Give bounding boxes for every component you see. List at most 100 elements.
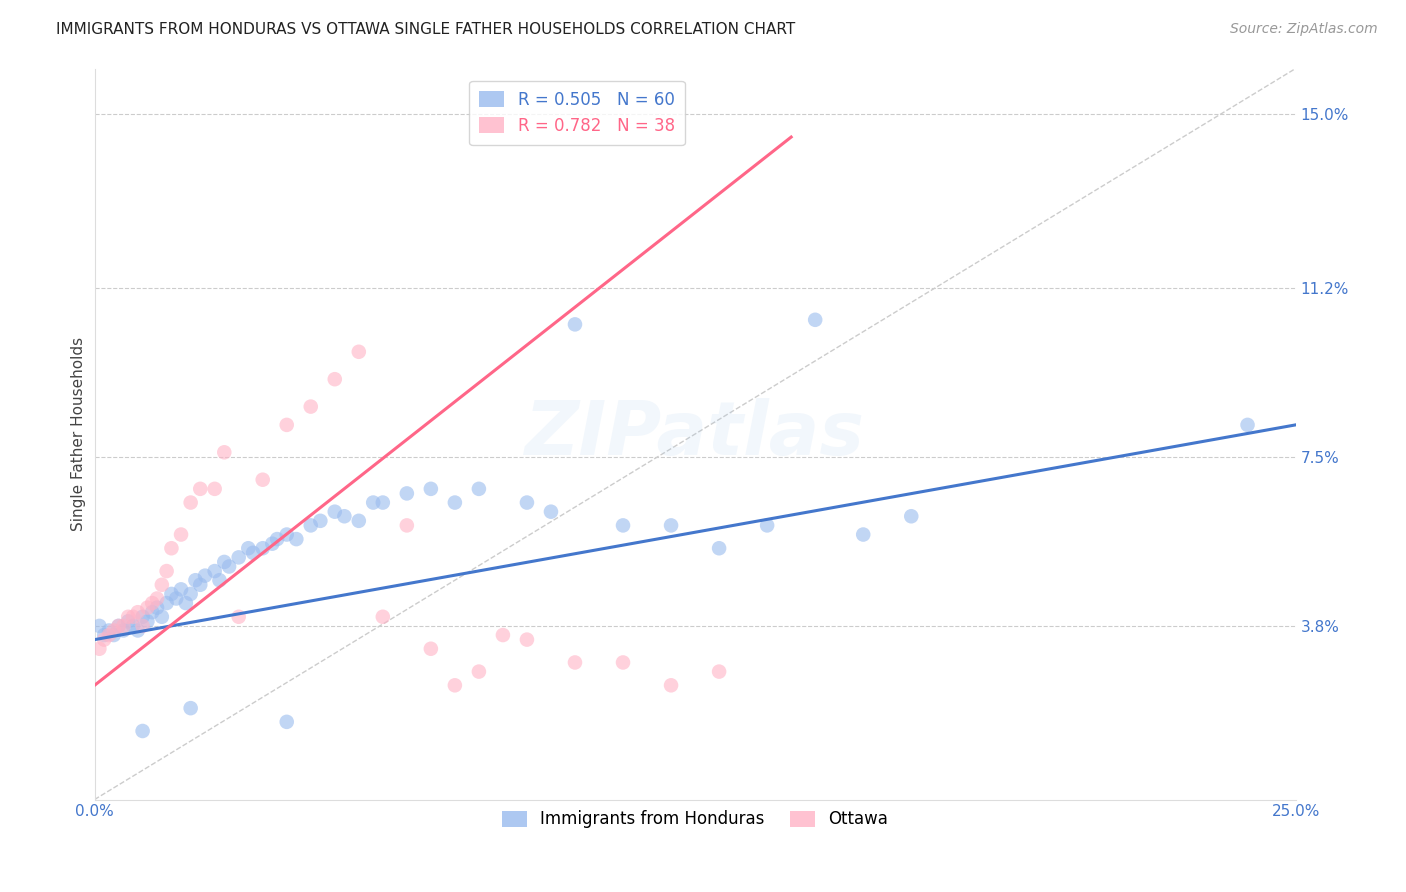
Point <box>214 555 236 569</box>
Point <box>194 568 217 582</box>
Point <box>323 372 346 386</box>
Point <box>323 505 346 519</box>
Point <box>184 573 207 587</box>
Point <box>188 482 211 496</box>
Point <box>127 605 149 619</box>
Point <box>419 482 441 496</box>
Point <box>252 473 274 487</box>
Point <box>160 541 183 556</box>
Point <box>900 509 922 524</box>
Point <box>276 527 298 541</box>
Point <box>371 609 394 624</box>
Point <box>89 619 111 633</box>
Point <box>107 619 129 633</box>
Point <box>218 559 240 574</box>
Text: IMMIGRANTS FROM HONDURAS VS OTTAWA SINGLE FATHER HOUSEHOLDS CORRELATION CHART: IMMIGRANTS FROM HONDURAS VS OTTAWA SINGL… <box>56 22 796 37</box>
Point <box>98 628 121 642</box>
Point <box>659 678 682 692</box>
Point <box>127 624 149 638</box>
Point <box>98 624 121 638</box>
Point <box>266 532 288 546</box>
Point <box>131 609 153 624</box>
Point <box>852 527 875 541</box>
Point <box>361 495 384 509</box>
Point <box>204 482 226 496</box>
Point <box>612 656 634 670</box>
Point <box>238 541 260 556</box>
Point <box>136 615 159 629</box>
Point <box>262 536 284 550</box>
Point <box>103 624 125 638</box>
Point <box>468 482 491 496</box>
Point <box>707 541 730 556</box>
Point <box>112 619 135 633</box>
Point <box>309 514 332 528</box>
Point <box>299 400 322 414</box>
Point <box>146 600 169 615</box>
Point <box>540 505 562 519</box>
Point <box>170 582 193 597</box>
Point <box>180 701 202 715</box>
Point <box>347 514 370 528</box>
Point <box>1236 417 1258 432</box>
Point <box>707 665 730 679</box>
Point <box>107 619 129 633</box>
Point <box>395 518 418 533</box>
Point <box>659 518 682 533</box>
Point <box>93 628 115 642</box>
Point <box>136 600 159 615</box>
Point <box>204 564 226 578</box>
Point <box>188 578 211 592</box>
Legend: Immigrants from Honduras, Ottawa: Immigrants from Honduras, Ottawa <box>495 804 894 835</box>
Point <box>89 641 111 656</box>
Point <box>371 495 394 509</box>
Point <box>299 518 322 533</box>
Point <box>228 609 250 624</box>
Point <box>117 615 139 629</box>
Point <box>468 665 491 679</box>
Point <box>419 641 441 656</box>
Point <box>146 591 169 606</box>
Point <box>252 541 274 556</box>
Point <box>756 518 779 533</box>
Point <box>564 656 586 670</box>
Point <box>170 527 193 541</box>
Point <box>180 587 202 601</box>
Text: Source: ZipAtlas.com: Source: ZipAtlas.com <box>1230 22 1378 37</box>
Point <box>395 486 418 500</box>
Point <box>804 313 827 327</box>
Point <box>112 624 135 638</box>
Point <box>180 495 202 509</box>
Point <box>347 344 370 359</box>
Point <box>564 318 586 332</box>
Point <box>285 532 308 546</box>
Point <box>174 596 197 610</box>
Point <box>276 417 298 432</box>
Point <box>141 605 163 619</box>
Point <box>150 609 173 624</box>
Point <box>117 609 139 624</box>
Point <box>131 619 153 633</box>
Point <box>333 509 356 524</box>
Point <box>492 628 515 642</box>
Point <box>141 596 163 610</box>
Point <box>444 678 467 692</box>
Point <box>165 591 187 606</box>
Point <box>444 495 467 509</box>
Point <box>242 546 264 560</box>
Point <box>612 518 634 533</box>
Point <box>131 723 153 738</box>
Point <box>93 632 115 647</box>
Point <box>516 495 538 509</box>
Point <box>122 619 145 633</box>
Point <box>208 573 231 587</box>
Y-axis label: Single Father Households: Single Father Households <box>72 337 86 531</box>
Point <box>122 609 145 624</box>
Point <box>516 632 538 647</box>
Point <box>276 714 298 729</box>
Point <box>156 596 179 610</box>
Point <box>214 445 236 459</box>
Point <box>228 550 250 565</box>
Text: ZIPatlas: ZIPatlas <box>524 398 865 470</box>
Point <box>150 578 173 592</box>
